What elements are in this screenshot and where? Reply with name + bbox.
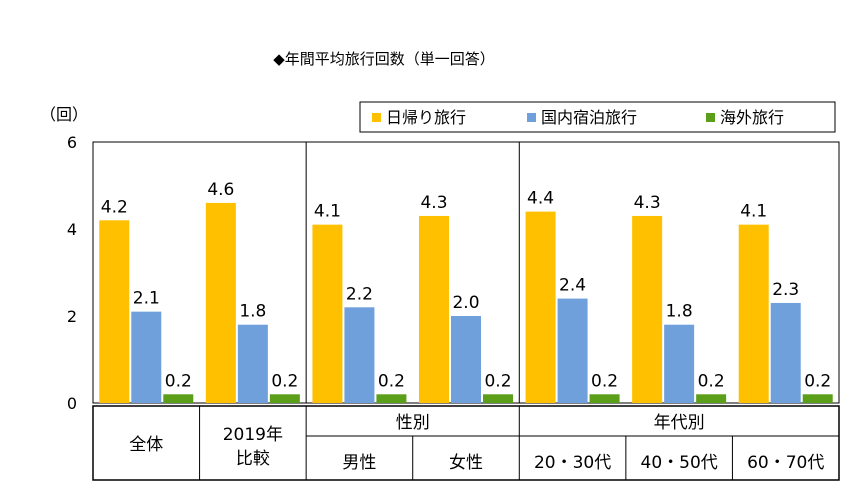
data-label: 2.3 <box>772 280 799 300</box>
bar <box>269 394 300 403</box>
category-label: 60・70代 <box>747 453 824 473</box>
data-label: 2.1 <box>133 289 160 309</box>
legend-swatch <box>706 113 715 122</box>
y-axis-label: （回） <box>40 105 88 124</box>
bar <box>802 394 833 403</box>
chart-title: ◆年間平均旅行回数（単一回答） <box>273 50 495 68</box>
group-title: 年代別 <box>654 413 705 433</box>
data-label: 4.4 <box>527 189 554 209</box>
y-tick-label: 4 <box>67 220 77 239</box>
y-tick-label: 0 <box>67 394 77 413</box>
data-label: 0.2 <box>165 371 192 391</box>
data-labels: 4.2 2.1 0.2 4.6 1.8 0.2 4.1 2.2 0.2 4.3 2.0 0.2 4.4 2… <box>101 180 831 391</box>
data-label: 1.8 <box>666 302 693 322</box>
category-label: 男性 <box>342 453 376 473</box>
y-tick-label: 2 <box>67 307 77 326</box>
bars <box>99 202 833 403</box>
y-tick-label: 6 <box>67 133 77 152</box>
data-label: 2.2 <box>346 284 373 304</box>
bar <box>632 215 663 403</box>
data-label: 0.2 <box>484 371 511 391</box>
bar <box>344 307 375 403</box>
data-label: 4.3 <box>634 193 661 213</box>
data-label: 1.8 <box>239 302 266 322</box>
category-label: 2019年 <box>223 425 283 445</box>
category-label: 全体 <box>129 435 163 455</box>
category-label: 比較 <box>236 449 270 469</box>
data-label: 2.0 <box>452 293 479 313</box>
data-label: 0.2 <box>378 371 405 391</box>
legend: 日帰り旅行 国内宿泊旅行 海外旅行 <box>359 101 836 133</box>
data-label: 4.1 <box>314 202 341 222</box>
category-label: 20・30代 <box>534 453 611 473</box>
bar <box>237 324 268 403</box>
data-label: 4.2 <box>101 197 128 217</box>
bar <box>376 394 407 403</box>
bar <box>483 394 513 403</box>
bar <box>770 302 801 403</box>
data-label: 0.2 <box>591 371 618 391</box>
bar <box>525 211 556 403</box>
legend-box <box>359 101 836 133</box>
data-label: 4.1 <box>740 202 767 222</box>
bar <box>451 316 481 403</box>
data-label: 0.2 <box>698 371 725 391</box>
legend-label: 海外旅行 <box>720 108 784 127</box>
bar <box>738 224 769 403</box>
data-label: 4.3 <box>420 193 447 213</box>
legend-swatch <box>527 113 536 122</box>
group-title: 性別 <box>396 413 430 433</box>
bar <box>664 324 695 403</box>
bar <box>312 224 343 403</box>
data-label: 4.6 <box>207 180 234 200</box>
legend-label: 日帰り旅行 <box>386 108 466 127</box>
bar <box>205 202 236 403</box>
bar <box>696 394 727 403</box>
data-label: 2.4 <box>559 276 586 296</box>
category-label: 女性 <box>449 453 483 473</box>
bar <box>131 311 162 403</box>
category-label: 40・50代 <box>641 453 718 473</box>
bar <box>99 220 130 403</box>
bar <box>163 394 194 403</box>
data-label: 0.2 <box>271 371 298 391</box>
legend-swatch <box>372 113 381 122</box>
data-label: 0.2 <box>804 371 831 391</box>
bar <box>419 215 449 403</box>
bar <box>589 394 620 403</box>
legend-label: 国内宿泊旅行 <box>541 108 637 127</box>
bar <box>557 298 588 403</box>
table-border <box>92 405 840 481</box>
y-axis-ticks: 0 2 4 6 <box>67 133 77 413</box>
